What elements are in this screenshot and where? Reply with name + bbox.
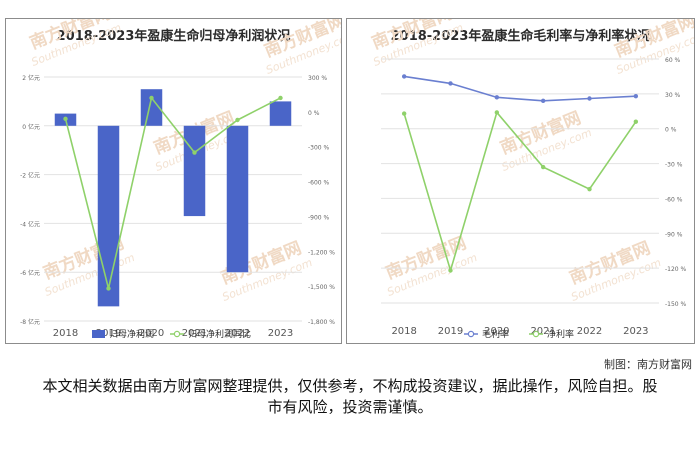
- x-tick-label: 2022: [225, 328, 250, 339]
- y-right-tick-label: -1,500 %: [308, 284, 335, 291]
- gross-margin-series-line: [404, 75, 636, 102]
- gross-margin-point: [494, 95, 500, 100]
- x-tick-label: 2022: [577, 326, 602, 337]
- yoy-point: [106, 286, 111, 291]
- yoy-point: [278, 95, 283, 101]
- y-left-tick-label: -6 亿元: [20, 269, 40, 277]
- legend-label-gross: 毛利率: [482, 328, 509, 340]
- net-margin-point: [540, 164, 546, 170]
- x-tick-label: 2021: [530, 326, 555, 337]
- y-left-tick-label: -2 亿元: [20, 172, 40, 180]
- y-tick-label: -30 %: [665, 162, 683, 169]
- y-tick-label: -60 %: [665, 196, 683, 203]
- x-tick-label: 2020: [484, 326, 509, 337]
- profit-bar: [183, 125, 206, 217]
- margin-chart-panel: 2018-2023年盈康生命毛利率与净利率状况 南方财富网 Southmoney.…: [346, 18, 695, 344]
- legend-label-profit: 归母净利润: [109, 328, 154, 340]
- legend-label-net: 净利率: [547, 328, 574, 340]
- y-tick-label: -150 %: [665, 301, 687, 308]
- net-margin-point: [494, 110, 500, 115]
- x-tick-label: 2021: [182, 328, 207, 339]
- profit-bar: [269, 101, 292, 126]
- chart-credit: 制图：南方财富网: [604, 358, 692, 371]
- margin-chart: 南方财富网Southmoney.com南方财富网Southmoney.com南方…: [369, 19, 694, 340]
- profit-bar: [140, 89, 163, 126]
- disclaimer-text: 本文相关数据由南方财富网整理提供，仅供参考，不构成投资建议，据此操作，风险自担。…: [42, 377, 658, 416]
- profit-bar: [97, 125, 120, 307]
- net-margin-point: [448, 268, 453, 273]
- net-margin-point: [401, 111, 407, 116]
- y-left-tick-label: -8 亿元: [20, 318, 40, 326]
- y-left-tick-label: -4 亿元: [20, 220, 40, 228]
- x-tick-label: 2019: [438, 326, 463, 337]
- yoy-point: [149, 95, 154, 101]
- profit-bar: [226, 125, 249, 273]
- y-left-tick-label: 0 亿元: [22, 123, 40, 131]
- y-left-tick-label: 2 亿元: [22, 74, 40, 82]
- net-margin-series-line: [403, 110, 637, 274]
- x-tick-label: 2018: [391, 326, 416, 337]
- net-margin-point: [633, 119, 639, 124]
- y-tick-label: 0 %: [665, 127, 677, 134]
- gross-margin-point: [633, 93, 639, 99]
- net-profit-chart-panel: 2018-2023年盈康生命归母净利润状况 南方财富网 Southmoney.co…: [5, 18, 342, 344]
- x-tick-label: 2019: [96, 328, 121, 339]
- legend-marker-gross: [467, 330, 475, 338]
- yoy-point: [63, 116, 68, 122]
- x-tick-label: 2020: [139, 328, 164, 339]
- x-tick-label: 2023: [623, 326, 648, 337]
- y-right-tick-label: 0 %: [308, 110, 320, 117]
- y-right-tick-label: 300 %: [308, 75, 327, 82]
- y-tick-label: -120 %: [665, 266, 687, 273]
- yoy-series-line: [64, 96, 281, 289]
- y-tick-label: -90 %: [665, 231, 683, 238]
- legend-label-yoy: 归母净利润同比: [188, 328, 251, 340]
- gross-margin-point: [448, 81, 453, 86]
- y-right-tick-label: -1,200 %: [308, 249, 335, 256]
- legend-marker-yoy: [173, 330, 181, 338]
- y-right-tick-label: -300 %: [308, 145, 330, 152]
- x-tick-label: 2023: [268, 328, 293, 339]
- y-right-tick-label: -900 %: [308, 214, 330, 221]
- legend-swatch-profit: [92, 330, 105, 338]
- x-tick-label: 2018: [53, 328, 78, 339]
- net-margin-point: [587, 186, 592, 192]
- net-profit-chart-title: 2018-2023年盈康生命归母净利润状况: [56, 29, 291, 44]
- gross-margin-point: [401, 74, 407, 79]
- legend-marker-net: [532, 330, 540, 338]
- margin-chart-title: 2018-2023年盈康生命毛利率与净利率状况: [390, 29, 651, 44]
- y-tick-label: 30 %: [665, 92, 681, 99]
- yoy-point: [192, 150, 197, 155]
- y-tick-label: 60 %: [665, 57, 681, 64]
- y-right-tick-label: -1,800 %: [308, 319, 335, 326]
- y-right-tick-label: -600 %: [308, 180, 330, 187]
- gross-margin-point: [587, 96, 592, 101]
- gross-margin-point: [540, 98, 546, 104]
- yoy-point: [235, 117, 240, 123]
